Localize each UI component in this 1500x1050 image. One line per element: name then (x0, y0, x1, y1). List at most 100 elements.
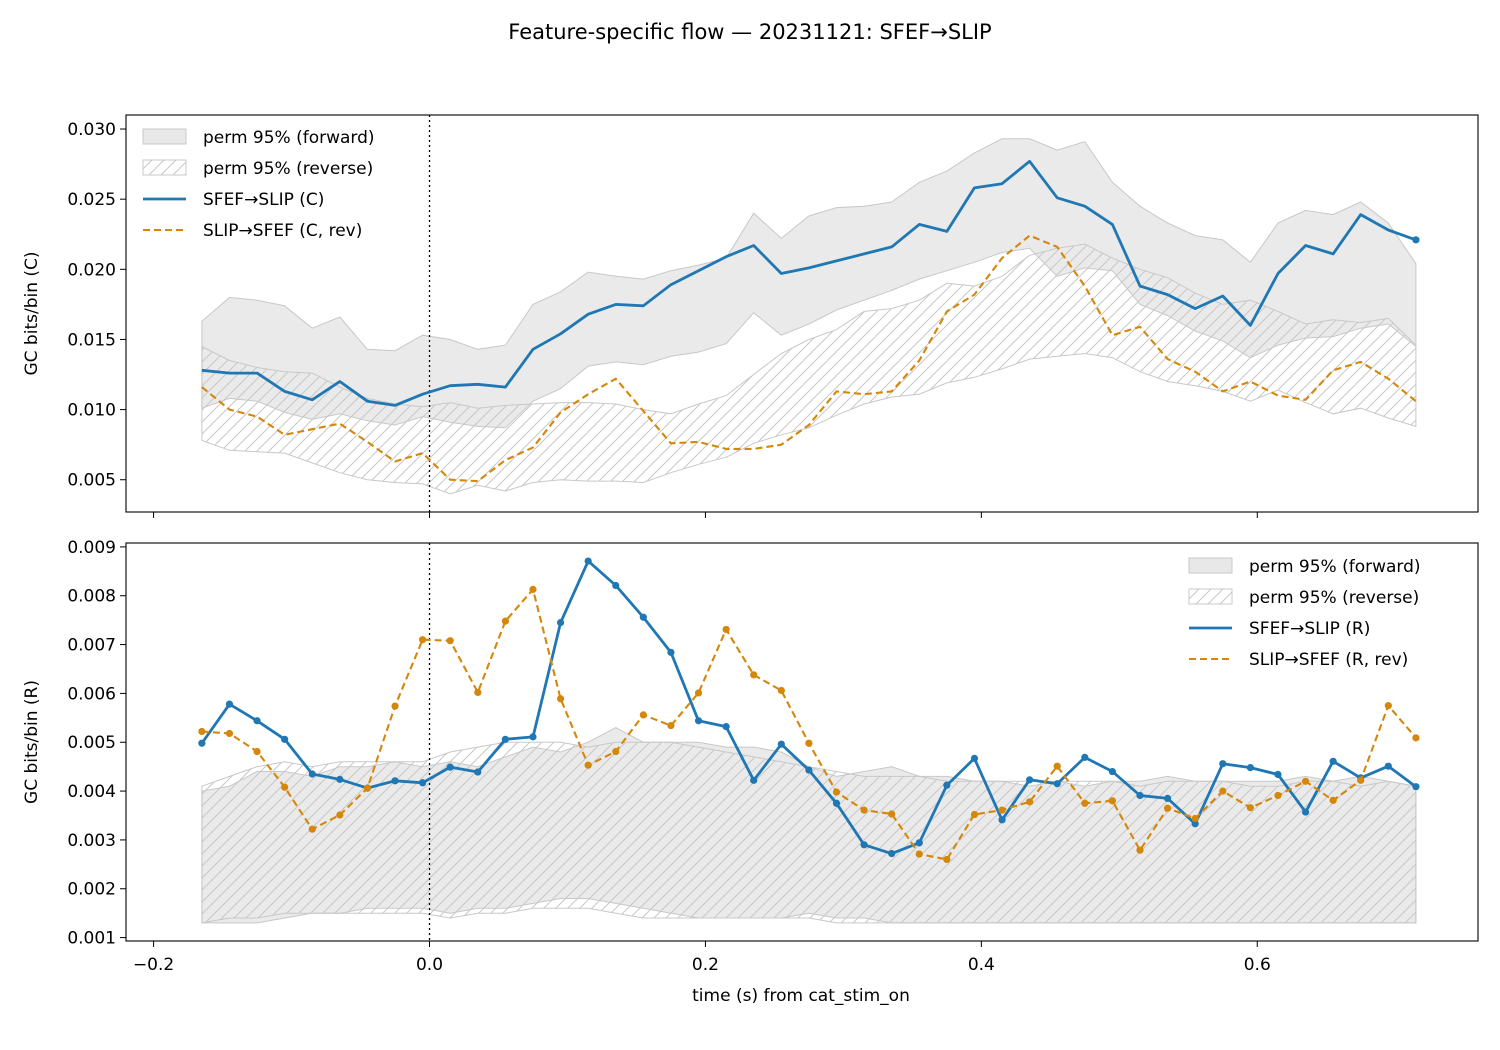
data-point-reverse (1357, 776, 1365, 784)
data-point-forward (198, 739, 206, 747)
figure-title: Feature-specific flow — 20231121: SFEF→S… (508, 20, 991, 44)
data-point-reverse (1384, 702, 1392, 710)
y-tick-label: 0.015 (67, 330, 116, 350)
data-point-forward (474, 768, 482, 776)
y-tick-label: 0.007 (67, 636, 116, 656)
data-point-reverse (253, 747, 261, 756)
data-point-forward (1081, 753, 1089, 761)
legend-label: perm 95% (reverse) (203, 159, 373, 179)
data-point-reverse (667, 722, 675, 730)
data-point-reverse (198, 727, 206, 736)
data-point-forward (970, 754, 979, 762)
data-point-forward (1412, 236, 1420, 244)
data-point-reverse (1026, 798, 1034, 806)
data-point-forward (667, 648, 675, 656)
data-point-reverse (915, 850, 923, 858)
data-point-reverse (1053, 762, 1061, 770)
y-tick-label: 0.010 (67, 401, 116, 421)
data-point-forward (308, 770, 316, 778)
x-tick-label: 0.2 (692, 955, 719, 975)
data-point-reverse (446, 637, 454, 645)
data-point-forward (860, 841, 868, 849)
data-point-reverse (1301, 777, 1310, 785)
legend-label: SLIP→SFEF (R, rev) (1249, 650, 1408, 670)
data-point-forward (225, 700, 234, 708)
series-line-forward (201, 159, 1417, 407)
data-point-forward (556, 619, 565, 627)
band-reverse (201, 741, 1417, 924)
data-point-reverse (1108, 797, 1117, 805)
data-point-reverse (612, 747, 620, 756)
y-tick-label: 0.030 (67, 120, 116, 140)
data-point-forward (915, 839, 923, 847)
data-point-reverse (1412, 734, 1420, 742)
y-tick-label: 0.001 (67, 929, 116, 949)
data-point-reverse (860, 806, 868, 814)
data-point-forward (1412, 783, 1420, 791)
data-point-reverse (281, 783, 289, 791)
data-point-reverse (336, 811, 344, 819)
data-point-forward (639, 613, 647, 621)
data-point-reverse (1191, 814, 1199, 823)
data-point-reverse (970, 810, 979, 819)
data-point-forward (1329, 757, 1337, 765)
panel-top: 0.005 0.010 0.015 0.020 0.025 0.030 GC bits/bi… (22, 114, 1479, 518)
series-line-reverse (201, 234, 1417, 483)
data-point-forward (943, 781, 951, 789)
legend-label: perm 95% (forward) (203, 128, 375, 148)
y-tick-label: 0.005 (67, 471, 116, 491)
y-tick-label: 0.003 (67, 831, 116, 851)
x-axis-label: time (s) from cat_stim_on (692, 986, 910, 1006)
panel-bottom: 0.001 0.002 0.003 0.004 0.005 0.006 0.007 0.008… (22, 538, 1479, 975)
y-tick-label: 0.025 (67, 190, 116, 210)
data-point-reverse (225, 729, 234, 738)
data-point-reverse (639, 711, 647, 719)
y-tick-label: 0.005 (67, 733, 116, 753)
y-tick-label: 0.020 (67, 260, 116, 280)
data-point-forward (1219, 760, 1227, 768)
data-point-reverse (750, 671, 758, 679)
data-point-reverse (1081, 799, 1089, 807)
legend-label: SFEF→SLIP (C) (203, 190, 324, 210)
data-point-forward (1246, 764, 1254, 772)
axes-frame (125, 114, 1479, 513)
legend-label: perm 95% (reverse) (1249, 588, 1419, 608)
legend-swatch-reverse-band (142, 159, 187, 176)
data-point-reverse (529, 585, 537, 593)
data-point-forward (612, 581, 620, 590)
data-point-reverse (832, 788, 841, 796)
data-point-reverse (1329, 796, 1337, 804)
data-point-reverse (308, 825, 316, 833)
data-point-forward (446, 763, 454, 771)
legend-label: SFEF→SLIP (R) (1249, 619, 1370, 639)
data-point-reverse (943, 855, 951, 864)
data-point-forward (1026, 776, 1034, 784)
data-point-forward (281, 735, 289, 743)
data-point-reverse (501, 617, 509, 625)
data-point-forward (888, 849, 896, 858)
data-point-reverse (888, 810, 896, 818)
data-point-forward (1191, 820, 1199, 828)
x-tick-label: 0.0 (416, 955, 443, 975)
data-point-forward (1163, 794, 1172, 803)
data-point-reverse (419, 636, 427, 644)
data-point-forward (1384, 762, 1392, 770)
data-point-forward (1053, 780, 1061, 788)
band-reverse (201, 243, 1417, 495)
data-point-reverse (474, 688, 482, 697)
data-point-reverse (998, 806, 1006, 814)
legend-label: perm 95% (forward) (1249, 557, 1421, 577)
legend-swatch-forward-band (1188, 557, 1233, 574)
data-point-reverse (805, 739, 813, 747)
data-point-forward (501, 735, 509, 743)
data-point-forward (722, 723, 730, 731)
legend-label: SLIP→SFEF (C, rev) (203, 221, 362, 241)
data-point-forward (391, 777, 399, 785)
y-tick-label: 0.008 (67, 587, 116, 607)
y-tick-label: 0.006 (67, 684, 116, 704)
data-point-reverse (1246, 804, 1254, 812)
data-point-reverse (363, 784, 372, 792)
legend-swatch-reverse-band (1188, 588, 1233, 605)
data-point-forward (529, 733, 537, 741)
data-point-forward (805, 766, 813, 774)
